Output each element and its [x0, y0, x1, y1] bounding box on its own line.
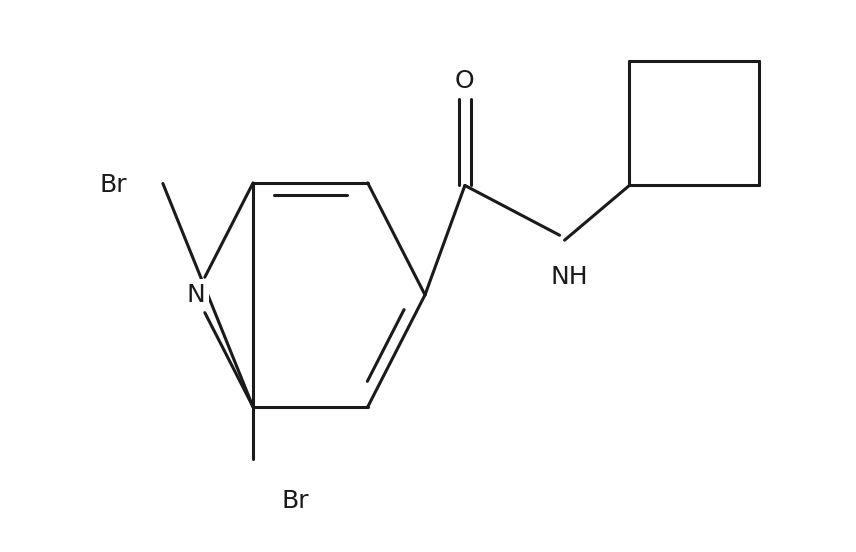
Text: N: N [187, 283, 205, 307]
Text: Br: Br [282, 489, 309, 513]
Text: Br: Br [99, 173, 127, 198]
Text: O: O [455, 69, 475, 93]
Text: NH: NH [550, 265, 588, 289]
